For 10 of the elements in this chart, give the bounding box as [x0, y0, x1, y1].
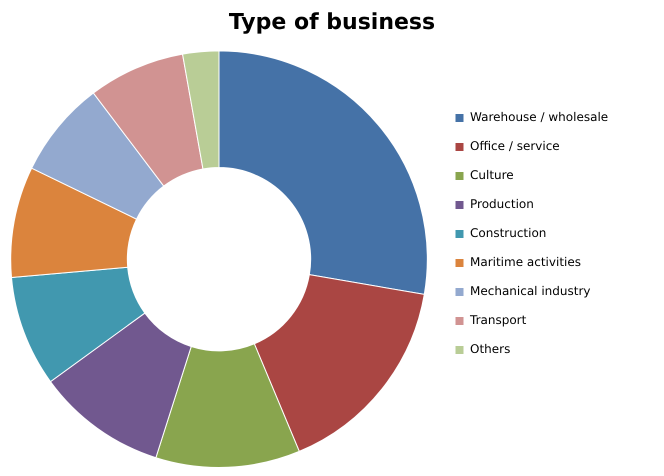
legend-label: Culture — [470, 168, 514, 182]
legend-label: Office / service — [470, 139, 560, 154]
chart-title: Type of business — [228, 10, 436, 35]
legend-label: Maritime activities — [470, 255, 581, 270]
legend-label: Warehouse / wholesale — [470, 110, 608, 124]
legend-label: Mechanical industry — [470, 284, 590, 298]
legend-label: Construction — [470, 226, 546, 240]
legend-label: Production — [470, 197, 534, 212]
legend-label: Transport — [469, 313, 527, 328]
legend-label: Others — [470, 342, 510, 356]
